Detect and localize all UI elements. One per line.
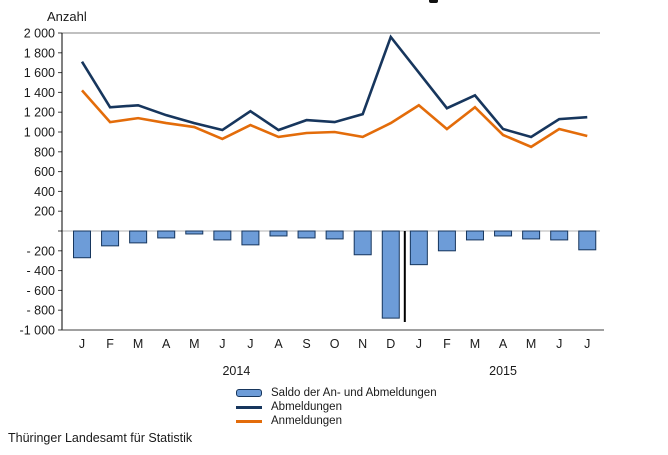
saldo-bar bbox=[325, 230, 344, 240]
y-tick-label: - 800 bbox=[27, 304, 56, 318]
saldo-bar bbox=[213, 230, 232, 241]
y-tick-label: 200 bbox=[34, 205, 55, 219]
y-tick-label: - 200 bbox=[27, 244, 56, 258]
saldo-bar bbox=[381, 230, 400, 319]
x-tick-label: J bbox=[416, 337, 422, 351]
x-tick-label: J bbox=[556, 337, 562, 351]
x-tick-label: O bbox=[330, 337, 340, 351]
x-tick-label: S bbox=[302, 337, 310, 351]
x-tick-label: F bbox=[443, 337, 451, 351]
x-tick-label: D bbox=[386, 337, 395, 351]
saldo-bar bbox=[157, 230, 176, 239]
legend: Saldo der An- und Abmeldungen Abmeldunge… bbox=[236, 386, 437, 428]
saldo-bar bbox=[409, 230, 428, 266]
y-tick-label: - 600 bbox=[27, 284, 56, 298]
x-tick-label: M bbox=[470, 337, 480, 351]
y-tick-label: 600 bbox=[34, 165, 55, 179]
saldo-bar bbox=[465, 230, 484, 241]
legend-label-saldo: Saldo der An- und Abmeldungen bbox=[271, 387, 437, 399]
legend-item-anmeldungen: Anmeldungen bbox=[236, 414, 437, 428]
saldo-bar-swatch bbox=[236, 389, 262, 397]
x-tick-label: J bbox=[247, 337, 253, 351]
y-tick-label: 1 200 bbox=[24, 106, 55, 120]
saldo-bar bbox=[269, 230, 288, 237]
x-tick-label: A bbox=[499, 337, 508, 351]
abmeldungen-line-swatch bbox=[236, 405, 262, 409]
y-tick-label: 800 bbox=[34, 145, 55, 159]
anmeldungen-line-swatch bbox=[236, 419, 262, 423]
x-tick-label: A bbox=[274, 337, 283, 351]
source-attribution: Thüringer Landesamt für Statistik bbox=[8, 431, 193, 445]
y-tick-label: 1 800 bbox=[24, 46, 55, 60]
y-tick-label: - 400 bbox=[27, 264, 56, 278]
x-tick-label: J bbox=[79, 337, 85, 351]
saldo-bar bbox=[129, 230, 148, 244]
saldo-bar bbox=[297, 230, 316, 239]
y-tick-label: 1 600 bbox=[24, 66, 55, 80]
saldo-bar bbox=[73, 230, 91, 259]
x-tick-label: N bbox=[358, 337, 367, 351]
legend-item-abmeldungen: Abmeldungen bbox=[236, 400, 437, 414]
y-axis-title: Anzahl bbox=[47, 9, 87, 24]
abmeldungen-line bbox=[80, 34, 588, 139]
cut-off-title-descender bbox=[429, 0, 438, 3]
saldo-bar bbox=[494, 230, 513, 237]
legend-item-saldo: Saldo der An- und Abmeldungen bbox=[236, 386, 437, 400]
x-tick-label: J bbox=[584, 337, 590, 351]
y-tick-label: 400 bbox=[34, 185, 55, 199]
year-label: 2015 bbox=[489, 364, 517, 378]
legend-label-anmeldungen: Anmeldungen bbox=[271, 415, 342, 427]
saldo-bar bbox=[241, 230, 260, 246]
saldo-bar bbox=[522, 230, 541, 240]
saldo-bar bbox=[578, 230, 597, 251]
year-label: 2014 bbox=[222, 364, 250, 378]
x-tick-label: M bbox=[189, 337, 199, 351]
anmeldungen-line bbox=[81, 89, 588, 149]
y-tick-label: 2 000 bbox=[24, 27, 55, 41]
y-tick-label: 1 400 bbox=[24, 86, 55, 100]
x-tick-label: F bbox=[106, 337, 114, 351]
saldo-bar bbox=[101, 230, 120, 247]
saldo-bar bbox=[185, 230, 204, 235]
x-tick-label: A bbox=[162, 337, 171, 351]
y-tick-label: -1 000 bbox=[20, 324, 55, 338]
saldo-bar bbox=[437, 230, 456, 252]
saldo-bar bbox=[550, 230, 569, 241]
legend-label-abmeldungen: Abmeldungen bbox=[271, 401, 342, 413]
x-tick-label: M bbox=[526, 337, 536, 351]
saldo-bar bbox=[353, 230, 372, 256]
x-tick-label: M bbox=[133, 337, 143, 351]
y-tick-label: 1 000 bbox=[24, 126, 55, 140]
x-tick-label: J bbox=[219, 337, 225, 351]
